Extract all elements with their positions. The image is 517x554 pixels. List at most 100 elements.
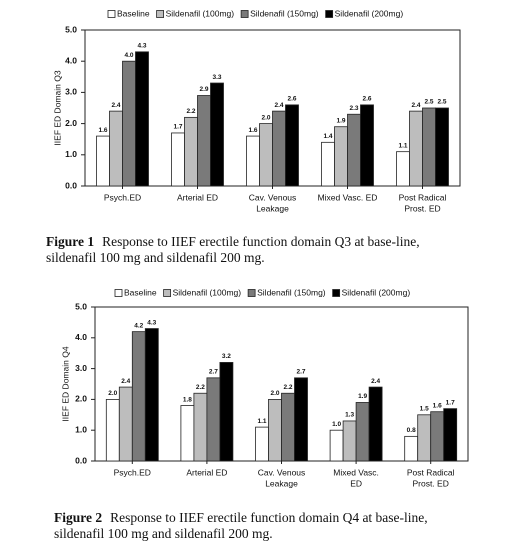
value-label: 2.9 bbox=[199, 86, 208, 93]
value-label: 4.0 bbox=[124, 52, 133, 59]
bar bbox=[430, 411, 445, 462]
value-label: 2.0 bbox=[108, 390, 117, 397]
value-label: 2.0 bbox=[261, 114, 270, 121]
caption-text: Response to IIEF erectile function domai… bbox=[46, 234, 420, 265]
bar bbox=[396, 151, 410, 187]
legend-swatch bbox=[240, 10, 249, 18]
y-tick-label: 4.0 bbox=[65, 55, 77, 65]
x-tick-label: Post Radical bbox=[399, 192, 447, 202]
value-label: 3.2 bbox=[222, 353, 231, 360]
value-label: 2.6 bbox=[362, 96, 371, 103]
legend-label: Sildenafil (150mg) bbox=[250, 8, 319, 18]
value-label: 2.2 bbox=[186, 108, 195, 115]
x-tick-label: Cav. Venous bbox=[249, 192, 297, 202]
value-label: 0.8 bbox=[407, 427, 416, 434]
value-label: 1.4 bbox=[323, 133, 332, 140]
y-axis-label: IIEF ED Domain Q3 bbox=[52, 70, 62, 145]
bar bbox=[180, 405, 195, 462]
x-tick-label: Prost. ED bbox=[404, 203, 440, 213]
y-tick-label: 5.0 bbox=[75, 301, 87, 311]
bar bbox=[210, 82, 224, 187]
y-tick-label: 4.0 bbox=[75, 332, 87, 342]
bar bbox=[368, 386, 383, 462]
legend-swatch bbox=[156, 10, 165, 18]
bar bbox=[334, 126, 348, 187]
caption-text: Response to IIEF erectile function domai… bbox=[54, 510, 428, 541]
legend-label: Baseline bbox=[117, 8, 150, 18]
value-label: 4.2 bbox=[134, 322, 143, 329]
caption: Figure 1 Response to IIEF erectile functi… bbox=[46, 234, 466, 266]
bar bbox=[96, 135, 110, 187]
chart: 0.0 1.0 2.0 3.0 4.0 5.0 IIEF ED Domain Q3 Basel… bbox=[52, 8, 461, 213]
legend-swatch bbox=[107, 10, 116, 18]
bar bbox=[131, 331, 146, 462]
value-label: 1.5 bbox=[420, 406, 429, 413]
legend-swatch bbox=[247, 289, 256, 297]
x-tick-label: Psych.ED bbox=[114, 467, 151, 477]
value-label: 1.1 bbox=[398, 142, 407, 149]
x-tick-label: Post Radical bbox=[407, 467, 455, 477]
bar bbox=[360, 104, 374, 187]
bar bbox=[443, 408, 458, 462]
bar bbox=[109, 110, 123, 187]
chart: 0.0 1.0 2.0 3.0 4.0 5.0 IIEF ED Domain Q4 Basel… bbox=[60, 287, 469, 488]
bar bbox=[184, 116, 198, 187]
y-tick-label: 1.0 bbox=[75, 424, 87, 434]
value-label: 1.0 bbox=[332, 421, 341, 428]
bar bbox=[135, 51, 149, 187]
bar bbox=[206, 377, 221, 462]
value-label: 1.7 bbox=[173, 124, 182, 131]
bar bbox=[246, 135, 260, 187]
bar bbox=[105, 399, 120, 462]
caption-label: Figure 2 bbox=[54, 510, 103, 525]
value-label: 2.4 bbox=[371, 378, 380, 385]
y-tick-label: 3.0 bbox=[75, 363, 87, 373]
bar bbox=[342, 420, 357, 462]
bar bbox=[347, 113, 361, 187]
legend-label: Sildenafil (200mg) bbox=[335, 8, 404, 18]
bar bbox=[122, 60, 136, 187]
value-label: 2.5 bbox=[424, 99, 433, 106]
value-label: 2.2 bbox=[283, 384, 292, 391]
bar bbox=[255, 426, 269, 462]
bar bbox=[321, 141, 335, 187]
value-label: 1.1 bbox=[257, 418, 266, 425]
value-label: 2.4 bbox=[121, 378, 130, 385]
x-tick-label: Mixed Vasc. bbox=[333, 467, 379, 477]
legend-label: Sildenafil (100mg) bbox=[173, 287, 242, 297]
x-tick-label: Arterial ED bbox=[186, 467, 227, 477]
value-label: 2.7 bbox=[209, 369, 218, 376]
y-tick-label: 1.0 bbox=[65, 149, 77, 159]
bar bbox=[144, 328, 159, 462]
x-tick-label: Psych.ED bbox=[104, 192, 141, 202]
x-tick-label: Leakage bbox=[256, 203, 289, 213]
x-tick-label: Cav. Venous bbox=[258, 467, 306, 477]
bar bbox=[422, 107, 436, 187]
legend-swatch bbox=[163, 289, 172, 297]
value-label: 2.2 bbox=[196, 384, 205, 391]
bar bbox=[409, 110, 423, 187]
bar bbox=[329, 429, 344, 462]
bar bbox=[417, 414, 432, 462]
bar bbox=[118, 386, 133, 462]
value-label: 2.7 bbox=[296, 369, 305, 376]
caption: Figure 2 Response to IIEF erectile functi… bbox=[54, 510, 474, 542]
x-tick-label: Leakage bbox=[265, 478, 298, 488]
x-tick-label: Mixed Vasc. ED bbox=[318, 192, 378, 202]
legend-swatch bbox=[332, 289, 341, 297]
bar bbox=[197, 95, 211, 187]
y-tick-label: 2.0 bbox=[65, 118, 77, 128]
value-label: 2.6 bbox=[287, 96, 296, 103]
value-label: 2.3 bbox=[349, 105, 358, 112]
bar bbox=[219, 362, 234, 462]
y-tick-label: 0.0 bbox=[65, 180, 77, 190]
value-label: 2.4 bbox=[274, 102, 283, 109]
bar bbox=[272, 110, 286, 187]
value-label: 1.9 bbox=[336, 117, 345, 124]
value-label: 2.0 bbox=[270, 390, 279, 397]
bar bbox=[435, 107, 449, 187]
value-label: 4.3 bbox=[147, 319, 156, 326]
bar bbox=[171, 132, 185, 187]
value-label: 1.6 bbox=[248, 127, 257, 134]
